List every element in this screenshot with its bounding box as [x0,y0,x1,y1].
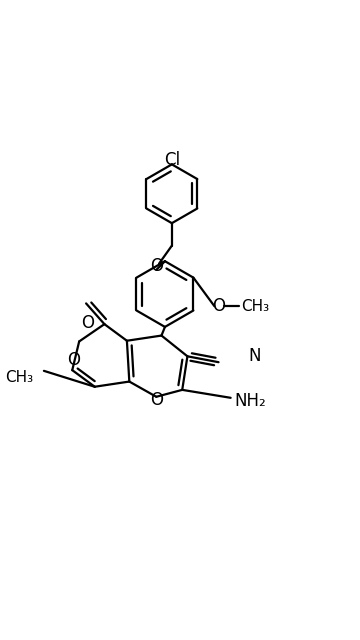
Text: CH₃: CH₃ [241,299,269,314]
Text: O: O [81,314,94,332]
Text: O: O [150,257,163,275]
Text: N: N [248,348,260,365]
Text: O: O [212,297,225,315]
Text: Cl: Cl [164,151,180,169]
Text: NH₂: NH₂ [234,392,266,410]
Text: O: O [150,390,163,408]
Text: CH₃: CH₃ [5,369,33,385]
Text: O: O [67,351,80,369]
